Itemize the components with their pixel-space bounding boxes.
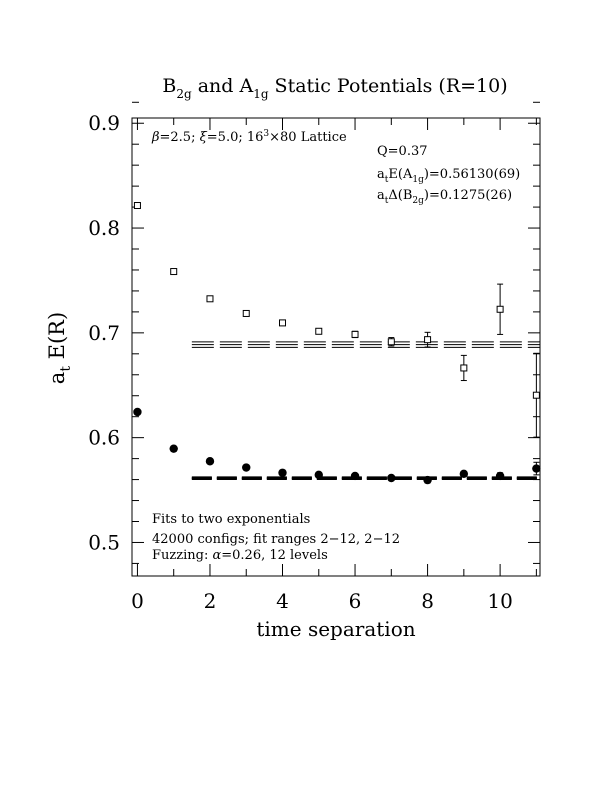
q-annotation: Q=0.37 [377,144,428,159]
a1g-point [205,457,215,466]
x-axis-label: time separation [256,617,415,641]
a1g-point [423,475,432,485]
configs-annotation: 42000 configs; fit ranges 2−12, 2−12 [152,532,400,547]
b2g-point [133,202,141,210]
a1g-point [387,473,396,483]
a1g-point [495,471,505,481]
axis-ticks: 0 2 4 6 8 10 0.5 0.6 0.7 0.8 0.9 [88,101,540,613]
b2g-point [279,319,287,327]
b2g-point [532,391,540,399]
x-tick-label: 4 [276,589,289,613]
b2g-point [387,338,395,346]
a1g-point [350,471,360,481]
b2g-point [315,327,323,335]
fit-bands [191,341,540,481]
a1g-point [314,470,323,480]
a1g-point [242,463,251,472]
y-axis-label: at E(R) [45,312,74,384]
a1g-point [532,464,541,473]
b2g-point [206,295,214,303]
b2g-point [242,309,250,317]
b2g-point [496,305,504,313]
x-tick-label: 2 [204,589,217,613]
y-tick-label: 0.9 [88,111,120,135]
y-tick-label: 0.5 [88,530,120,554]
lattice-annotation: β=2.5; ξ=5.0; 163×80 Lattice [151,129,347,145]
a1g-point [169,444,178,453]
y-tick-label: 0.7 [88,321,120,345]
data-points [133,202,541,485]
b2g-point [460,364,468,372]
a1g-energy-annotation: atE(A1g)=0.56130(69) [377,167,520,185]
x-tick-label: 0 [131,589,144,613]
fits-annotation: Fits to two exponentials [152,512,310,527]
b2g-point [351,330,359,338]
x-tick-label: 8 [421,589,434,613]
y-tick-label: 0.8 [88,216,120,240]
b2g-gap-annotation: atΔ(B2g)=0.1275(26) [377,188,512,206]
b2g-point [170,268,178,276]
b2g-point [424,336,432,344]
a1g-point [278,468,287,477]
y-tick-label: 0.6 [88,426,120,450]
a1g-point [133,407,142,417]
fuzzing-annotation: Fuzzing: α=0.26, 12 levels [152,548,328,563]
chart-title: B2g and A1g Static Potentials (R=10) [162,75,507,101]
a1g-point [459,469,469,479]
x-tick-label: 10 [487,589,512,613]
x-tick-label: 6 [349,589,362,613]
